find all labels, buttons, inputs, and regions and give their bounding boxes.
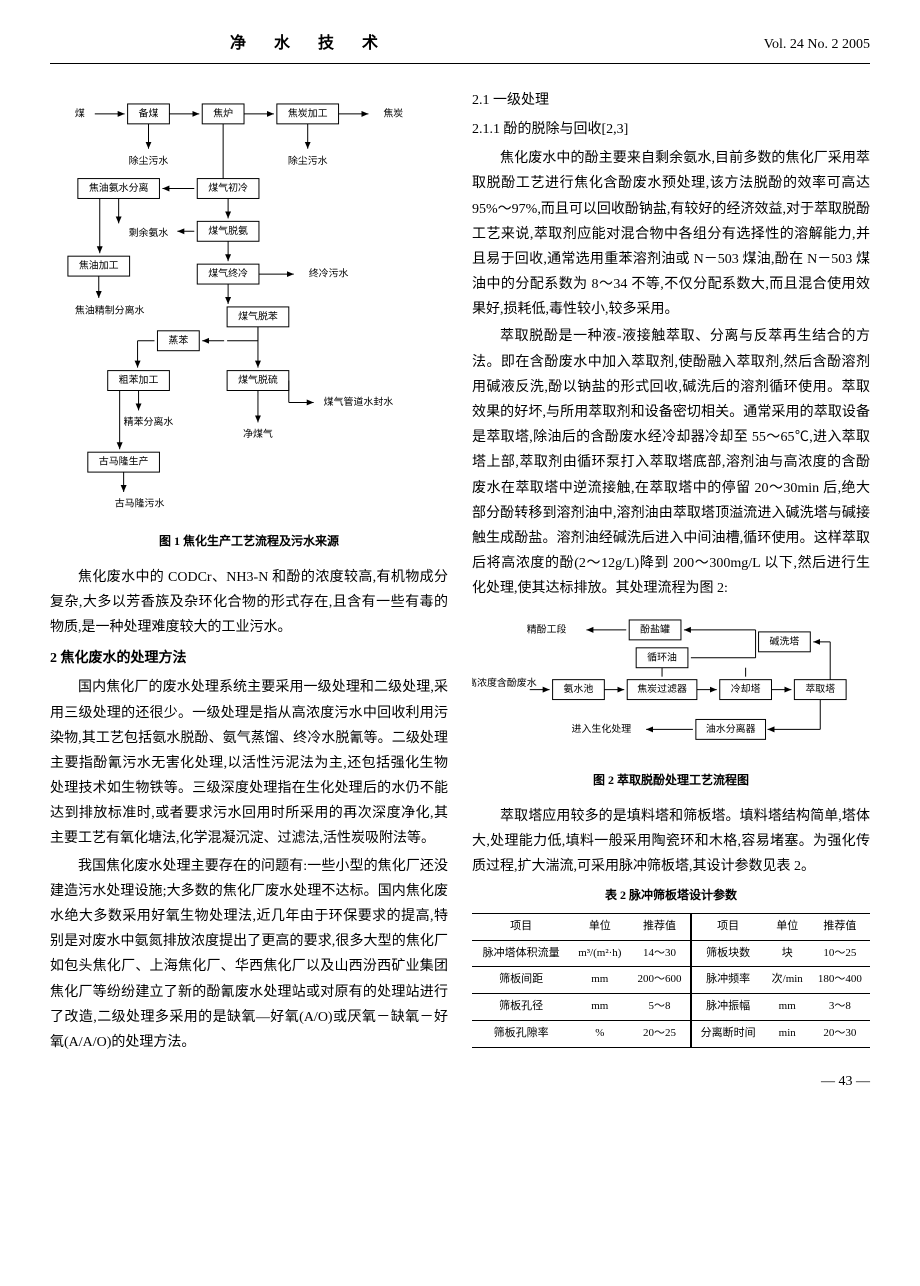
svg-text:焦炭过滤器: 焦炭过滤器 xyxy=(637,682,687,695)
svg-text:高浓度含酚废水: 高浓度含酚废水 xyxy=(472,676,537,689)
table-row: 筛板间距mm200～600脉冲频率次/min180～400 xyxy=(472,967,870,994)
svg-text:酚盐罐: 酚盐罐 xyxy=(640,622,670,635)
svg-text:蒸苯: 蒸苯 xyxy=(168,333,188,346)
svg-text:古马隆生产: 古马隆生产 xyxy=(99,454,149,467)
table-cell: 20～25 xyxy=(629,1021,690,1048)
table-cell: 次/min xyxy=(765,967,810,994)
paragraph: 国内焦化厂的废水处理系统主要采用一级处理和二级处理,采用三级处理的还很少。一级处… xyxy=(50,675,448,851)
table-header-row: 项目 单位 推荐值 项目 单位 推荐值 xyxy=(472,913,870,940)
table-header: 项目 xyxy=(691,913,765,940)
table-header: 单位 xyxy=(765,913,810,940)
table-cell: mm xyxy=(765,994,810,1021)
flowchart-1-svg: 煤 备煤 焦炉 焦炭加工 焦炭 除尘污水 除尘污水 xyxy=(50,94,448,512)
paragraph: 萃取脱酚是一种液-液接触萃取、分离与反萃再生结合的方法。即在含酚废水中加入萃取剂… xyxy=(472,324,870,601)
svg-text:进入生化处理: 进入生化处理 xyxy=(572,721,632,734)
right-column: 2.1 一级处理 2.1.1 酚的脱除与回收[2,3] 焦化废水中的酚主要来自剩… xyxy=(472,84,870,1057)
svg-text:焦油加工: 焦油加工 xyxy=(79,258,119,271)
table-cell: 180～400 xyxy=(810,967,870,994)
svg-text:粗苯加工: 粗苯加工 xyxy=(119,373,159,386)
page-content: 煤 备煤 焦炉 焦炭加工 焦炭 除尘污水 除尘污水 xyxy=(50,84,870,1057)
paragraph: 焦化废水中的 CODCr、NH3-N 和酚的浓度较高,有机物成分复杂,大多以芳香… xyxy=(50,565,448,641)
figure-2: 精酚工段 酚盐罐 循环油 碱洗塔 高浓度含酚废水 氨水池 xyxy=(472,612,870,756)
svg-text:萃取塔: 萃取塔 xyxy=(805,682,835,695)
table-2-title: 表 2 脉冲筛板塔设计参数 xyxy=(472,885,870,907)
table-header: 推荐值 xyxy=(810,913,870,940)
svg-text:冷却塔: 冷却塔 xyxy=(731,682,761,695)
svg-text:焦炭加工: 焦炭加工 xyxy=(288,106,328,119)
svg-text:煤气脱苯: 煤气脱苯 xyxy=(238,309,278,322)
table-cell: 5～8 xyxy=(629,994,690,1021)
table-cell: 筛板孔径 xyxy=(472,994,570,1021)
table-row: 筛板孔隙率%20～25分离断时间min20～30 xyxy=(472,1021,870,1048)
svg-text:碱洗塔: 碱洗塔 xyxy=(770,634,800,647)
svg-text:煤气初冷: 煤气初冷 xyxy=(208,181,248,194)
figure-1-caption: 图 1 焦化生产工艺流程及污水来源 xyxy=(50,531,448,553)
table-cell: % xyxy=(570,1021,629,1048)
table-2: 项目 单位 推荐值 项目 单位 推荐值 脉冲塔体积流量m³/(m²·h)14～3… xyxy=(472,913,870,1048)
flowchart-2-svg: 精酚工段 酚盐罐 循环油 碱洗塔 高浓度含酚废水 氨水池 xyxy=(472,612,870,751)
table-cell: 14～30 xyxy=(629,940,690,967)
table-cell: 脉冲频率 xyxy=(691,967,765,994)
subsubsection-heading: 2.1.1 酚的脱除与回收[2,3] xyxy=(472,117,870,142)
journal-title: 净 水 技 术 xyxy=(50,30,390,59)
paragraph: 焦化废水中的酚主要来自剩余氨水,目前多数的焦化厂采用萃取脱酚工艺进行焦化含酚废水… xyxy=(472,146,870,322)
figure-1: 煤 备煤 焦炉 焦炭加工 焦炭 除尘污水 除尘污水 xyxy=(50,94,448,516)
table-cell: 筛板间距 xyxy=(472,967,570,994)
table-cell: 分离断时间 xyxy=(691,1021,765,1048)
table-cell: 3～8 xyxy=(810,994,870,1021)
table-header: 项目 xyxy=(472,913,570,940)
svg-text:循环油: 循环油 xyxy=(647,650,677,663)
table-cell: mm xyxy=(570,994,629,1021)
table-cell: 块 xyxy=(765,940,810,967)
table-cell: min xyxy=(765,1021,810,1048)
table-header: 推荐值 xyxy=(629,913,690,940)
table-cell: 筛板块数 xyxy=(691,940,765,967)
table-row: 脉冲塔体积流量m³/(m²·h)14～30筛板块数块10～25 xyxy=(472,940,870,967)
table-cell: 脉冲振幅 xyxy=(691,994,765,1021)
paragraph: 萃取塔应用较多的是填料塔和筛板塔。填料塔结构简单,塔体大,处理能力低,填料一般采… xyxy=(472,804,870,880)
page-number: — 43 — xyxy=(50,1069,870,1094)
svg-text:油水分离器: 油水分离器 xyxy=(706,721,756,734)
svg-text:除尘污水: 除尘污水 xyxy=(288,154,328,167)
page-header: 净 水 技 术 Vol. 24 No. 2 2005 xyxy=(50,30,870,64)
svg-text:焦油氨水分离: 焦油氨水分离 xyxy=(89,181,149,194)
subsection-heading: 2.1 一级处理 xyxy=(472,88,870,113)
table-cell: 10～25 xyxy=(810,940,870,967)
svg-text:煤气终冷: 煤气终冷 xyxy=(208,266,248,279)
svg-text:焦炭: 焦炭 xyxy=(383,106,403,119)
table-cell: 20～30 xyxy=(810,1021,870,1048)
paragraph: 我国焦化废水处理主要存在的问题有:一些小型的焦化厂还没建造污水处理设施;大多数的… xyxy=(50,854,448,1056)
table-row: 筛板孔径mm5～8脉冲振幅mm3～8 xyxy=(472,994,870,1021)
table-cell: 200～600 xyxy=(629,967,690,994)
svg-text:煤气脱硫: 煤气脱硫 xyxy=(238,373,278,386)
svg-text:氨水池: 氨水池 xyxy=(564,682,594,695)
table-cell: 脉冲塔体积流量 xyxy=(472,940,570,967)
svg-text:精苯分离水: 精苯分离水 xyxy=(124,415,174,428)
svg-text:精酚工段: 精酚工段 xyxy=(527,622,567,635)
svg-text:焦炉: 焦炉 xyxy=(213,106,233,119)
svg-text:净煤气: 净煤气 xyxy=(243,427,273,440)
table-header: 单位 xyxy=(570,913,629,940)
svg-text:除尘污水: 除尘污水 xyxy=(129,154,169,167)
svg-text:煤: 煤 xyxy=(75,106,85,119)
svg-text:剩余氨水: 剩余氨水 xyxy=(129,226,169,239)
table-cell: mm xyxy=(570,967,629,994)
svg-text:煤气管道水封水: 煤气管道水封水 xyxy=(324,395,394,408)
figure-2-caption: 图 2 萃取脱酚处理工艺流程图 xyxy=(472,770,870,792)
table-cell: m³/(m²·h) xyxy=(570,940,629,967)
section-heading: 2 焦化废水的处理方法 xyxy=(50,646,448,671)
svg-text:古马隆污水: 古马隆污水 xyxy=(115,496,165,509)
svg-text:煤气脱氨: 煤气脱氨 xyxy=(208,224,248,237)
issue-info: Vol. 24 No. 2 2005 xyxy=(764,32,870,57)
left-column: 煤 备煤 焦炉 焦炭加工 焦炭 除尘污水 除尘污水 xyxy=(50,84,448,1057)
table-cell: 筛板孔隙率 xyxy=(472,1021,570,1048)
svg-text:备煤: 备煤 xyxy=(139,106,159,119)
svg-text:焦油精制分离水: 焦油精制分离水 xyxy=(75,303,145,316)
svg-text:终冷污水: 终冷污水 xyxy=(309,266,349,279)
